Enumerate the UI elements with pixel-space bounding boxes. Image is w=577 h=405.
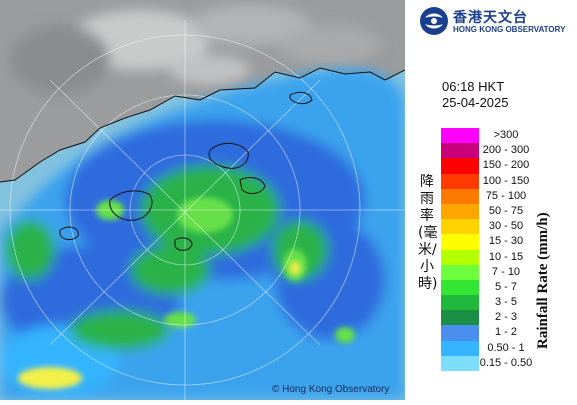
legend-swatch xyxy=(441,355,479,371)
legend-label: 75 - 100 xyxy=(485,189,527,202)
legend-row: 75 - 100 xyxy=(441,188,571,204)
legend-label: >300 xyxy=(493,129,519,141)
legend-swatch xyxy=(441,158,479,174)
legend-row: 5 - 7 xyxy=(441,279,571,296)
legend-row: 0.15 - 0.50 xyxy=(441,355,571,371)
rainfall-legend: >300 200 - 300 150 - 200 100 - 150 75 - 100 5… xyxy=(441,128,571,371)
legend-title-cn: 降雨率(毫米/小時) xyxy=(418,174,438,292)
logo-name-cn: 香港天文台 xyxy=(453,10,528,26)
coastlines xyxy=(0,67,406,251)
range-rings xyxy=(0,20,405,400)
info-panel: 香港天文台 HONG KONG OBSERVATORY 06:18 HKT 25… xyxy=(405,0,577,400)
legend-row: 150 - 200 xyxy=(441,158,571,174)
copyright-text: © Hong Kong Observatory xyxy=(272,384,390,395)
legend-label: 5 - 7 xyxy=(494,280,517,293)
legend-row: 10 - 15 xyxy=(441,249,571,265)
legend-swatch xyxy=(441,234,479,250)
legend-row: 200 - 300 xyxy=(441,143,571,159)
legend-swatch xyxy=(441,249,479,265)
legend-row: 2 - 3 xyxy=(441,310,571,326)
legend-swatch xyxy=(441,279,479,296)
legend-swatch xyxy=(441,340,479,356)
rain-cores xyxy=(18,197,355,389)
legend-row: 1 - 2 xyxy=(441,325,571,341)
legend-label: 3 - 5 xyxy=(494,296,517,309)
legend-label: 0.15 - 0.50 xyxy=(479,356,533,369)
radar-map[interactable]: © Hong Kong Observatory xyxy=(0,0,406,401)
legend-swatch xyxy=(441,128,479,144)
legend-label: 200 - 300 xyxy=(482,144,530,157)
legend-row: >300 xyxy=(441,128,571,144)
legend-label: 100 - 150 xyxy=(482,174,530,187)
hko-emblem-icon xyxy=(420,7,448,35)
legend-label: 30 - 50 xyxy=(488,220,524,233)
logo-name-en: HONG KONG OBSERVATORY xyxy=(453,25,566,34)
legend-title-en: Rainfall Rate (mm/h) xyxy=(535,212,551,349)
rain-echoes xyxy=(0,69,405,401)
legend-label: 2 - 3 xyxy=(494,311,517,324)
legend-swatch xyxy=(441,173,479,189)
legend-label: 0.50 - 1 xyxy=(487,341,525,354)
legend-row: 30 - 50 xyxy=(441,219,571,235)
legend-row: 100 - 150 xyxy=(441,173,571,189)
legend-swatch xyxy=(441,203,479,220)
legend-label: 50 - 75 xyxy=(488,204,524,217)
legend-label: 150 - 200 xyxy=(482,159,530,172)
hko-logo: 香港天文台 HONG KONG OBSERVATORY xyxy=(413,6,577,36)
legend-row: 0.50 - 1 xyxy=(441,340,571,356)
legend-row: 15 - 30 xyxy=(441,234,571,250)
legend-row: 50 - 75 xyxy=(441,203,571,220)
legend-swatch xyxy=(441,295,479,311)
radar-image xyxy=(0,0,406,401)
observation-date: 25-04-2025 xyxy=(442,95,509,110)
legend-label: 15 - 30 xyxy=(488,235,524,248)
legend-swatch xyxy=(441,310,479,326)
legend-label: 7 - 10 xyxy=(491,265,521,278)
legend-swatch xyxy=(441,188,479,204)
legend-row: 7 - 10 xyxy=(441,264,571,280)
land-texture xyxy=(10,5,380,95)
legend-row: 3 - 5 xyxy=(441,295,571,311)
legend-label: 10 - 15 xyxy=(488,250,524,263)
legend-label: 1 - 2 xyxy=(494,326,517,339)
legend-swatch xyxy=(441,143,479,159)
legend-swatch xyxy=(441,325,479,341)
legend-swatch xyxy=(441,264,479,280)
observation-time: 06:18 HKT xyxy=(442,79,505,94)
legend-swatch xyxy=(441,219,479,235)
